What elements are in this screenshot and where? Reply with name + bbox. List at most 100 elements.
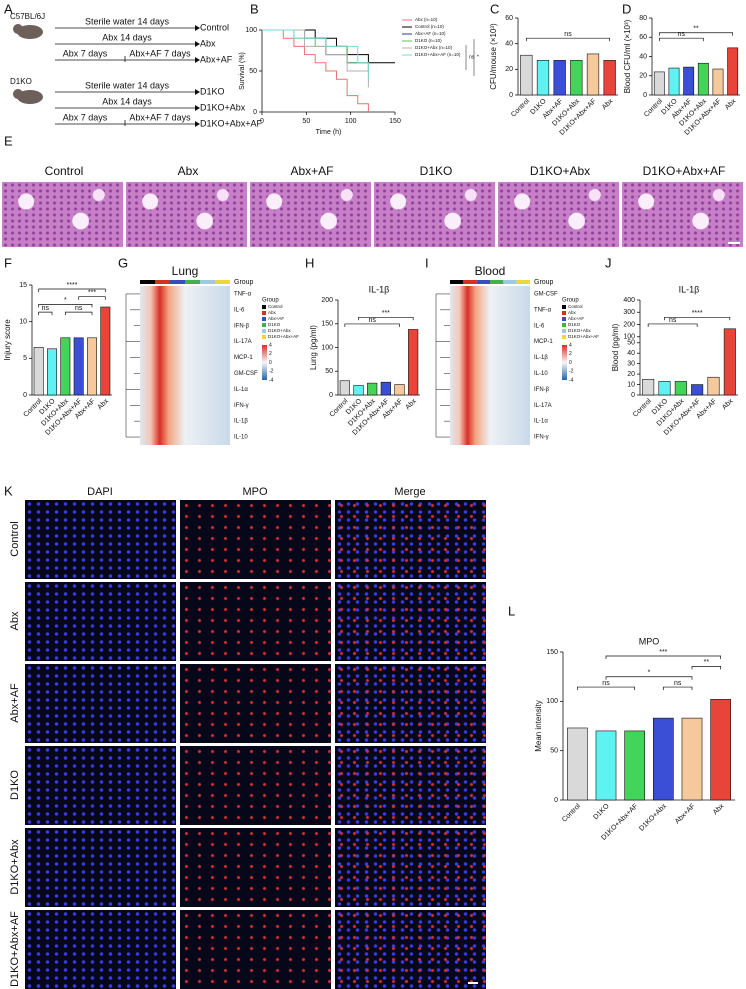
legend-label: Abx+AF — [568, 316, 584, 321]
treatment-label: Sterile water 14 days — [85, 16, 170, 26]
panel-label: G — [118, 255, 128, 270]
treatment-label: Abx+AF 7 days — [129, 112, 191, 122]
group-bar — [476, 280, 490, 284]
legend-title: Group — [262, 298, 279, 304]
significance-bracket — [647, 323, 698, 327]
bar — [408, 329, 419, 396]
bar — [595, 730, 617, 801]
bar — [33, 347, 44, 396]
treatment-label: Abx 7 days — [63, 48, 108, 58]
significance-label: * — [64, 297, 67, 304]
significance-label: ** — [693, 26, 699, 33]
y-tick-label: 100 — [546, 698, 558, 705]
group-bar — [185, 280, 200, 284]
y-tick-label: 60 — [639, 34, 647, 41]
x-tick-label: 100 — [345, 118, 357, 125]
y-tick-label: 200 — [321, 297, 333, 304]
group-bar — [516, 280, 530, 284]
arrow-head — [195, 105, 200, 111]
group-label: Control — [200, 22, 229, 32]
panel-label: E — [4, 133, 13, 148]
y-tick-label: 0 — [554, 797, 558, 804]
fluorescence-image — [335, 746, 486, 825]
bar — [536, 60, 550, 96]
y-tick-label: 50 — [627, 340, 635, 347]
column-header: Merge — [394, 486, 425, 498]
scale-tick-label: -2 — [569, 369, 574, 375]
significance-bracket — [576, 686, 636, 691]
survival-curve — [262, 29, 369, 88]
group-bar — [463, 280, 477, 284]
y-tick-label: 80 — [639, 15, 647, 22]
fluorescence-image — [180, 828, 331, 907]
bar — [712, 68, 724, 96]
treatment-label: Sterile water 14 days — [85, 80, 170, 90]
legend-swatch — [262, 335, 266, 339]
y-tick-label: 100 — [245, 27, 257, 34]
fluorescence-image — [25, 500, 176, 579]
significance-label: ns — [368, 317, 376, 324]
legend-label: D1KO — [268, 322, 281, 327]
y-axis-label: Survival (%) — [239, 52, 246, 90]
column-header: MPO — [242, 486, 268, 498]
bar — [586, 53, 600, 96]
y-tick-label: 200 — [623, 321, 635, 328]
legend-label: Abx — [268, 310, 277, 315]
mouse-head — [13, 24, 23, 34]
fluorescence-image — [25, 910, 176, 989]
fluorescence-image — [335, 582, 486, 661]
significance-bracket — [658, 37, 704, 42]
panel-label: A — [4, 1, 13, 16]
significance-label: ns — [678, 31, 686, 38]
histology-label: Abx+AF — [290, 164, 333, 178]
bar — [73, 337, 84, 396]
group-label: D1KO — [200, 86, 225, 96]
significance-bracket — [664, 316, 731, 321]
significance-label: ns — [469, 54, 475, 60]
legend-label: Abx — [568, 310, 577, 315]
y-tick-label: 100 — [321, 344, 333, 351]
y-tick-label: 50 — [550, 748, 558, 755]
bar — [642, 379, 655, 396]
histology-image — [126, 182, 247, 247]
bar — [674, 381, 687, 396]
bar — [710, 699, 732, 801]
bar — [566, 727, 588, 801]
x-tick-label: D1KO — [592, 802, 611, 821]
significance-label: *** — [88, 290, 96, 297]
histology-image — [2, 182, 123, 247]
row-label: D1KO+Abx+AF — [9, 911, 21, 987]
legend-title: Group — [562, 298, 579, 304]
fluorescence-image — [25, 746, 176, 825]
y-tick-label: 40 — [505, 41, 513, 48]
group-bar — [490, 280, 504, 284]
bar — [681, 717, 703, 801]
group-bar — [140, 280, 155, 284]
arrow-head — [195, 121, 200, 127]
group-bar — [155, 280, 170, 284]
y-tick-label: 0 — [631, 392, 635, 399]
y-axis-label: Blood CFU/ml (×10³) — [623, 19, 632, 93]
y-tick-label: 50 — [325, 368, 333, 375]
x-tick-label: Abx — [721, 397, 735, 411]
heatmap-row-label: IFN-γ — [234, 403, 249, 409]
color-scale — [262, 345, 267, 380]
significance-label: *** — [659, 649, 667, 656]
panel-label: H — [305, 255, 314, 270]
y-tick-label: 50 — [249, 68, 257, 75]
significance-bracket — [358, 316, 414, 321]
legend-label: D1KO — [568, 322, 581, 327]
scale-tick-label: 0 — [269, 360, 272, 366]
bar — [691, 384, 704, 396]
mouse-head — [13, 89, 23, 99]
x-tick-label: Control — [632, 397, 653, 418]
y-tick-label: 60 — [505, 15, 513, 22]
legend-label: D1KO+Abx — [568, 328, 591, 333]
group-bar-title: Group — [234, 279, 254, 286]
heatmap-row-label: IL-6 — [234, 307, 245, 313]
heatmap-row-label: IL-17A — [234, 339, 252, 345]
significance-bracket — [525, 37, 611, 42]
x-tick-label: Abx — [404, 397, 418, 411]
legend-label: D1KO+Abx — [268, 328, 291, 333]
heatmap-row-label: IL-10 — [534, 371, 548, 377]
